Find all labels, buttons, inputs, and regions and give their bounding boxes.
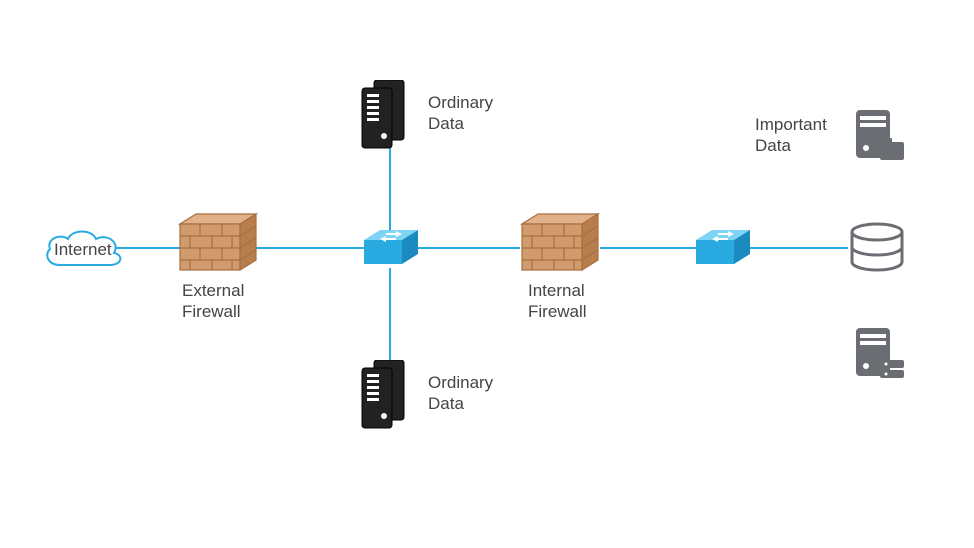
ordinary-top-label: Ordinary Data [428, 92, 493, 135]
edges-layer [0, 0, 974, 548]
server-disk-icon [850, 326, 910, 384]
server-files-node [850, 108, 910, 171]
switch1-node [362, 228, 420, 275]
server-disk-node [850, 326, 910, 389]
database-node [848, 222, 906, 279]
servers-icon [358, 80, 420, 150]
firewall-icon [178, 212, 258, 272]
internet-node: Internet [38, 225, 128, 280]
external-firewall-node [178, 212, 258, 277]
servers-icon [358, 360, 420, 430]
firewall-icon [520, 212, 600, 272]
internet-label: Internet [54, 239, 112, 260]
external-firewall-label: External Firewall [182, 280, 244, 323]
server-files-icon [850, 108, 910, 166]
switch-icon [694, 228, 752, 270]
internal-firewall-label: Internal Firewall [528, 280, 587, 323]
ordinary-bottom-label: Ordinary Data [428, 372, 493, 415]
important-data-label: Important Data [755, 114, 827, 157]
switch2-node [694, 228, 752, 275]
internal-firewall-node [520, 212, 600, 277]
switch-icon [362, 228, 420, 270]
database-icon [848, 222, 906, 274]
ordinary-bottom-node [358, 360, 420, 435]
ordinary-top-node [358, 80, 420, 155]
diagram-canvas: Internet External Firewall [0, 0, 974, 548]
